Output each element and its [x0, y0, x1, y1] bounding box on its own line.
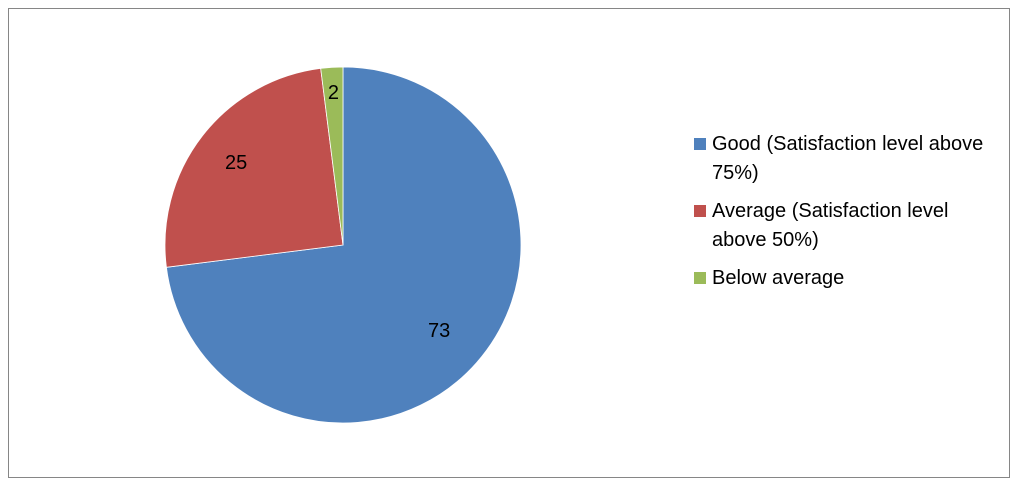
- legend-label-average: Average (Satisfaction level above 50%): [712, 200, 949, 251]
- legend-label-good: Good (Satisfaction level above 75%): [712, 133, 984, 184]
- pie-slice-good: [165, 66, 522, 424]
- data-label-average: 25: [225, 152, 247, 174]
- legend-swatch-average: [694, 205, 706, 217]
- legend-label-below-average: Below average: [712, 267, 845, 289]
- data-label-good: 73: [428, 320, 450, 342]
- data-label-below-average: 2: [328, 82, 339, 104]
- legend-item-below-average: Below average: [694, 264, 994, 293]
- legend: Good (Satisfaction level above 75%) Aver…: [694, 130, 994, 302]
- legend-item-average: Average (Satisfaction level above 50%): [694, 197, 994, 255]
- legend-swatch-good: [694, 138, 706, 150]
- legend-swatch-below-average: [694, 272, 706, 284]
- pie-slice-average: [164, 67, 344, 268]
- pie-slice-below-average: [320, 66, 344, 246]
- legend-item-good: Good (Satisfaction level above 75%): [694, 130, 994, 188]
